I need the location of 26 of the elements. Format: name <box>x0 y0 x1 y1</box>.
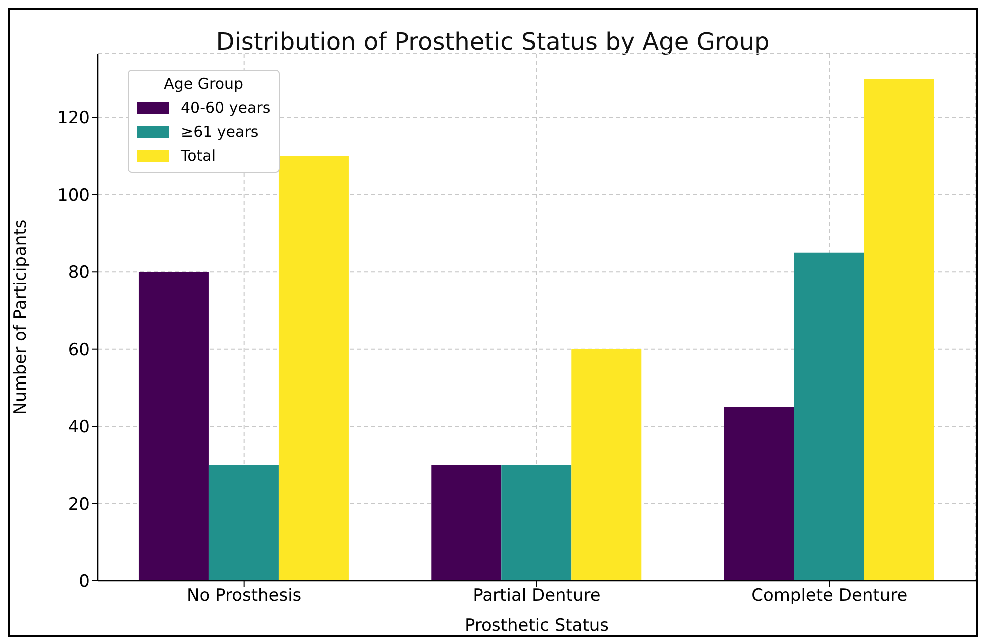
y-tick-label: 120 <box>58 108 90 129</box>
bar <box>138 272 209 581</box>
chart-title: Distribution of Prosthetic Status by Age Group <box>215 28 771 56</box>
bar <box>502 465 572 581</box>
legend-title: Age Group <box>163 75 245 93</box>
legend-label: 40-60 years <box>181 99 271 117</box>
bar <box>432 465 502 581</box>
x-axis-title: Prosthetic Status <box>464 616 610 636</box>
y-axis-title: Number of Participants <box>11 220 32 416</box>
x-tick-label: Complete Denture <box>752 586 908 606</box>
y-tick-label: 0 <box>79 572 90 592</box>
legend-label: ≥61 years <box>181 123 259 141</box>
y-tick-label: 20 <box>68 494 90 515</box>
legend-label: Total <box>181 147 216 165</box>
bar <box>572 349 642 581</box>
bar <box>278 156 349 581</box>
y-tick-label: 40 <box>68 418 90 438</box>
bar <box>208 465 279 581</box>
y-tick-label: 60 <box>68 340 90 360</box>
bar <box>864 79 934 581</box>
y-tick-label: 100 <box>58 186 90 206</box>
x-tick-label: Partial Denture <box>473 586 601 606</box>
y-tick-label: 80 <box>68 263 90 284</box>
bar <box>724 407 794 581</box>
x-tick-label: No Prosthesis <box>186 586 302 606</box>
bar <box>794 252 864 581</box>
